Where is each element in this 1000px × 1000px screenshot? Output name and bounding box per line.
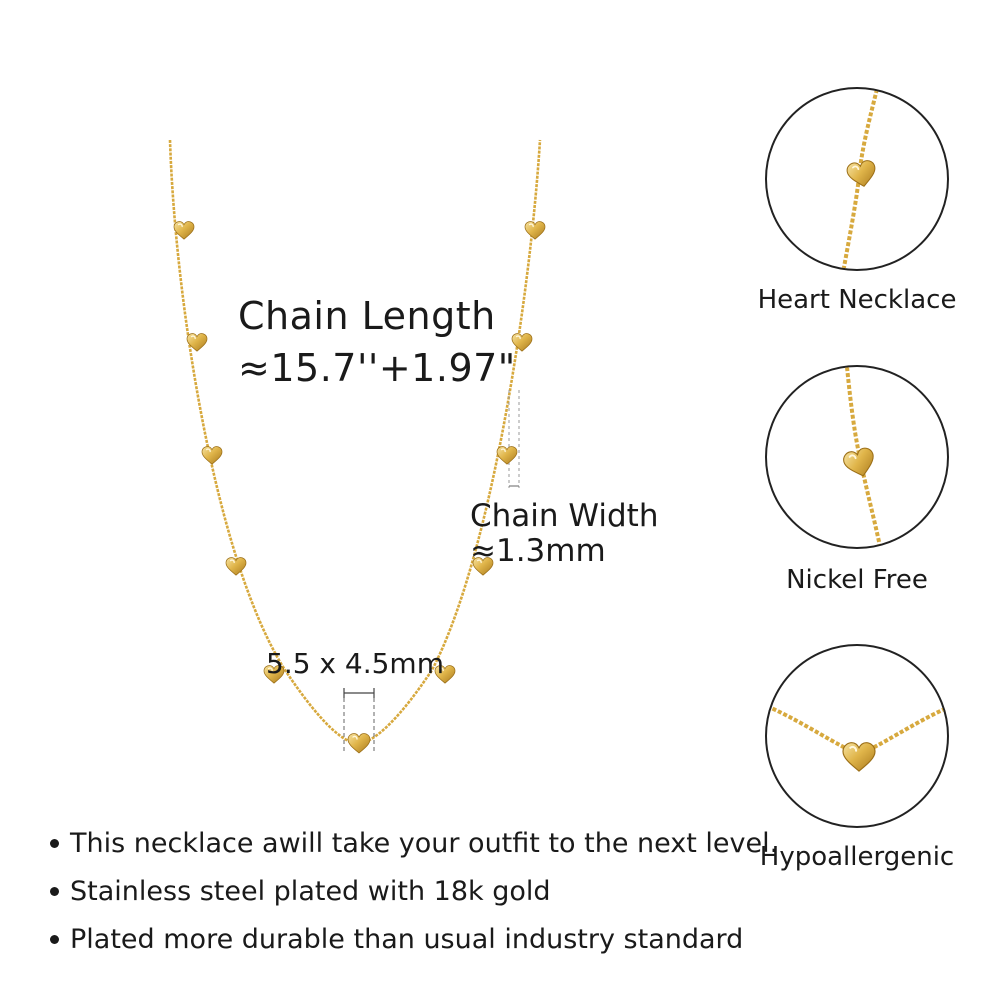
- feature-label-hypoallergenic: Hypoallergenic: [759, 842, 955, 872]
- bullet-item: Plated more durable than usual industry …: [48, 922, 778, 970]
- heart-charm-icon: [496, 446, 518, 465]
- chain-width-value: ≈1.3mm: [470, 533, 606, 569]
- heart-charm-icon: [186, 333, 208, 352]
- heart-closeup-icon: [765, 365, 949, 549]
- heart-charm-icon: [524, 221, 546, 240]
- necklace-illustration: [168, 139, 546, 754]
- heart-charm-icon: [347, 733, 371, 754]
- pendant-size-label: 5.5 x 4.5mm: [266, 647, 444, 680]
- feature-label-nickel-free: Nickel Free: [786, 565, 928, 595]
- chain-width-title: Chain Width: [470, 498, 659, 534]
- bullet-dot-icon: [50, 935, 59, 944]
- bullet-dot-icon: [50, 887, 59, 896]
- bullet-item: This necklace awill take your outfit to …: [48, 826, 778, 874]
- chain-length-value: ≈15.7''+1.97": [238, 346, 516, 390]
- heart-closeup-icon: [765, 644, 949, 828]
- bullet-item: Stainless steel plated with 18k gold: [48, 874, 778, 922]
- feature-bullet-list: This necklace awill take your outfit to …: [48, 826, 778, 970]
- chain-length-title: Chain Length: [238, 294, 496, 338]
- feature-label-heart-necklace: Heart Necklace: [757, 285, 957, 315]
- heart-closeup-icon: [765, 87, 949, 271]
- bullet-dot-icon: [50, 839, 59, 848]
- heart-charm-icon: [225, 557, 247, 576]
- heart-charm-icon: [201, 446, 223, 465]
